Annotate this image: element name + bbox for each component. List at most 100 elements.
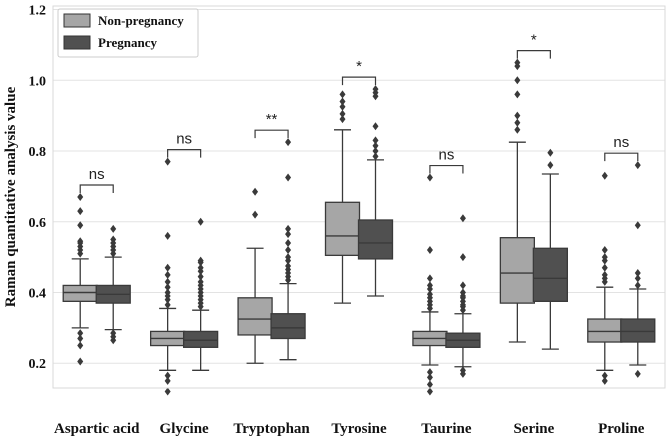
box-non-pregnancy [587, 171, 623, 385]
x-tick-label: Serine [513, 421, 554, 437]
legend-label-non-pregnancy: Non-pregnancy [98, 13, 184, 28]
outlier-point [285, 224, 292, 233]
box-non-pregnancy [412, 173, 448, 396]
outlier-point [339, 97, 346, 106]
iqr-box [182, 330, 219, 348]
outlier-point [426, 274, 433, 283]
outlier-point [514, 118, 521, 127]
iqr-box [532, 247, 569, 302]
outlier-point [339, 90, 346, 99]
outlier-point [285, 253, 292, 262]
outlier-point [601, 270, 608, 279]
x-tick-label: Tyrosine [331, 421, 387, 437]
significance-bracket [429, 164, 464, 174]
outlier-point [372, 122, 379, 131]
outlier-point [164, 371, 171, 380]
outlier-point [197, 217, 204, 226]
iqr-box [324, 201, 361, 257]
outlier-point [601, 171, 608, 180]
outlier-point [426, 290, 433, 299]
iqr-box [237, 297, 273, 336]
outlier-point [459, 281, 466, 290]
outlier-point [634, 281, 641, 290]
y-tick-label: 1.0 [29, 74, 47, 89]
outlier-point [426, 368, 433, 377]
box-non-pregnancy [499, 58, 536, 343]
box-pregnancy [532, 148, 569, 350]
outlier-point [634, 369, 641, 378]
outlier-point [372, 152, 379, 161]
outlier-point [164, 270, 171, 279]
outlier-point [426, 387, 433, 396]
legend-swatch-pregnancy [63, 35, 91, 50]
significance-bracket [79, 184, 114, 193]
outlier-point [110, 235, 117, 244]
outlier-point [164, 387, 171, 396]
outlier-point [164, 283, 171, 292]
outlier-point [459, 366, 466, 375]
outlier-point [110, 329, 117, 338]
outlier-point [459, 253, 466, 262]
significance-label: ** [266, 111, 278, 128]
outlier-point [252, 210, 259, 219]
box-pregnancy [270, 138, 306, 361]
outlier-point [372, 141, 379, 150]
outlier-point [634, 161, 641, 170]
iqr-box [270, 313, 306, 340]
outlier-point [372, 147, 379, 156]
outlier-point [426, 246, 433, 255]
outlier-point [77, 207, 84, 216]
outlier-point [77, 341, 84, 350]
outlier-point [339, 115, 346, 124]
outlier-point [110, 224, 117, 233]
outlier-point [197, 256, 204, 265]
plot-frame [52, 5, 666, 389]
significance-label: ns [89, 166, 105, 183]
outlier-point [459, 288, 466, 297]
outlier-point [601, 376, 608, 385]
outlier-point [372, 85, 379, 94]
x-tick-label: Aspartic acid [54, 421, 140, 437]
significance-bracket [516, 49, 551, 59]
outlier-point [601, 263, 608, 272]
outlier-point [252, 187, 259, 196]
outlier-point [285, 138, 292, 147]
significance-bracket [341, 76, 377, 86]
outlier-point [514, 111, 521, 120]
outlier-point [514, 76, 521, 85]
legend: Non-pregnancy Pregnancy [57, 8, 199, 58]
outlier-point [77, 221, 84, 230]
box-pregnancy [357, 85, 394, 297]
x-axis-ticks: Aspartic acid Glycine Tryptophan Tyrosine Ta… [54, 421, 645, 437]
outlier-point [426, 373, 433, 382]
y-axis-ticks: 0.2 0.4 0.6 0.8 1.0 1.2 [29, 4, 47, 373]
outlier-point [634, 269, 641, 278]
outlier-point [547, 161, 554, 170]
y-tick-label: 0.6 [29, 216, 47, 231]
outlier-point [164, 288, 171, 297]
outlier-point [164, 300, 171, 309]
legend-label-pregnancy: Pregnancy [98, 35, 157, 50]
outlier-point [426, 380, 433, 389]
outlier-point [426, 281, 433, 290]
significance-bracket [254, 129, 289, 139]
x-tick-label: Proline [598, 421, 645, 437]
outlier-point [514, 90, 521, 99]
box-pregnancy [445, 214, 481, 378]
box-non-pregnancy [62, 193, 98, 366]
outlier-point [547, 148, 554, 157]
outlier-point [601, 253, 608, 262]
y-axis-label: Raman quantitative analysis value [3, 86, 19, 307]
outlier-point [77, 329, 84, 338]
significance-label: ns [176, 131, 192, 148]
outlier-point [164, 277, 171, 286]
outlier-point [164, 157, 171, 166]
outlier-point [634, 221, 641, 230]
outlier-point [197, 272, 204, 281]
box-non-pregnancy [324, 90, 361, 304]
outlier-point [77, 193, 84, 201]
outlier-point [339, 109, 346, 118]
outlier-point [459, 214, 466, 223]
outlier-point [634, 274, 641, 283]
